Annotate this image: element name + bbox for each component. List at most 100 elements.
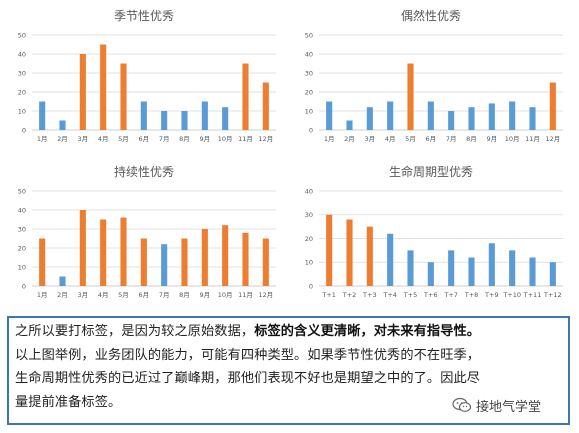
y-tick-label: 50	[18, 31, 26, 39]
chart-title: 持续性优秀	[114, 164, 174, 179]
chart-seasonal: 季节性优秀 0 10 20 30 40 50 1月 2月 3月 4月 5月 6月 7月 8月 9月 10月 11月…	[4, 2, 284, 152]
watermark: 接地气学堂	[452, 394, 541, 416]
x-tick-label: 12月	[258, 135, 273, 143]
y-tick-label: 20	[305, 88, 313, 96]
y-tick-label: 0	[309, 126, 313, 134]
x-tick-label: T+11	[523, 291, 542, 299]
x-tick-label: 4月	[98, 291, 109, 299]
y-tick-label: 40	[18, 206, 26, 214]
text-line-3: 生命周期性优秀的已近过了巅峰期，那他们表现不好也是期望之中的了。因此尽	[15, 371, 481, 386]
bar-8月	[181, 111, 188, 130]
x-tick-label: 6月	[139, 135, 150, 143]
x-tick-label: T+5	[403, 291, 418, 299]
x-tick-label: 10月	[218, 135, 233, 143]
x-tick-label: 3月	[78, 291, 89, 299]
bar-6月	[427, 101, 434, 130]
x-tick-label: 2月	[57, 135, 68, 143]
chart-svg: 持续性优秀 0 10 20 30 40 50 1月 2月 3月 4月 5月 6月 7月 8月 9月 10月 11月…	[18, 164, 276, 299]
bar-9月	[201, 101, 208, 130]
text-line-2: 以上图举例，业务团队的能力，可能有四种类型。如果季节性优秀的不在旺季，	[15, 347, 481, 363]
bar-11月	[242, 63, 249, 130]
y-tick-label: 10	[305, 259, 313, 267]
bar-12月	[262, 82, 269, 130]
x-tick-label: T+7	[443, 291, 458, 299]
bar-6月	[140, 238, 147, 286]
text-line-4: 量提前准备标签。	[15, 394, 122, 410]
x-tick-label: 10月	[505, 135, 520, 143]
y-tick-label: 30	[305, 69, 313, 77]
x-tick-label: T+10	[502, 291, 521, 299]
chart-svg: 季节性优秀 0 10 20 30 40 50 1月 2月 3月 4月 5月 6月 7月 8月 9月 10月 11月…	[18, 9, 276, 143]
bar-10月	[222, 225, 229, 286]
x-tick-label: T+9	[484, 291, 499, 299]
x-tick-label: 11月	[238, 135, 253, 143]
y-tick-label: 30	[18, 225, 26, 233]
text-line-1: 之所以要打标签，是因为较之原始数据，标签的含义更清晰，对未来有指导性。	[15, 320, 562, 344]
x-tick-label: 9月	[487, 135, 498, 143]
bar-2月	[346, 120, 353, 130]
bar-2月	[59, 276, 66, 286]
bar-T+5	[407, 250, 414, 286]
x-tick-label: 11月	[238, 291, 253, 299]
x-tick-label: 1月	[37, 135, 48, 143]
chart-occasional: 偶然性优秀 0 10 20 30 40 50 1月 2月 3月 4月 5月 6月 7月 8月 9月 10月 11月…	[291, 2, 571, 152]
bar-7月	[161, 244, 168, 286]
bar-1月	[326, 101, 333, 130]
x-tick-label: 4月	[98, 135, 109, 143]
x-tick-label: T+1	[321, 291, 336, 299]
bar-10月	[222, 107, 229, 130]
y-tick-label: 20	[305, 235, 313, 243]
x-tick-label: 7月	[159, 291, 170, 299]
x-tick-label: T+4	[382, 291, 397, 299]
x-tick-label: 3月	[365, 135, 376, 143]
y-tick-label: 40	[305, 50, 313, 58]
y-tick-label: 30	[305, 211, 313, 219]
bar-1月	[39, 101, 46, 130]
x-tick-label: 12月	[258, 291, 273, 299]
x-tick-label: 5月	[405, 135, 416, 143]
y-tick-label: 50	[18, 187, 26, 195]
x-tick-label: 3月	[78, 135, 89, 143]
chart-title: 偶然性优秀	[401, 8, 461, 23]
y-tick-label: 0	[309, 282, 313, 290]
chart-svg: 生命周期型优秀 0 10 20 30 40 T+1 T+2 T+3 T+4 T+5 T+6 T+7 T+8…	[305, 164, 563, 299]
bar-9月	[201, 229, 208, 286]
explanation-box: 之所以要打标签，是因为较之原始数据，标签的含义更清晰，对未来有指导性。 以上图举…	[7, 316, 570, 425]
bar-5月	[407, 63, 414, 130]
y-tick-label: 50	[305, 31, 313, 39]
bar-3月	[79, 210, 86, 286]
bar-T+1	[326, 214, 333, 286]
bar-T+4	[387, 233, 394, 286]
x-tick-label: T+6	[423, 291, 438, 299]
bar-T+6	[427, 262, 434, 286]
wechat-icon	[452, 397, 472, 412]
bar-6月	[140, 101, 147, 130]
chart-continuous: 持续性优秀 0 10 20 30 40 50 1月 2月 3月 4月 5月 6月 7月 8月 9月 10月 11月…	[4, 158, 284, 308]
text-line-1-plain: 之所以要打标签，是因为较之原始数据，	[15, 324, 255, 339]
x-tick-label: 6月	[426, 135, 437, 143]
y-tick-label: 20	[18, 244, 26, 252]
x-tick-label: 5月	[118, 291, 129, 299]
y-tick-label: 30	[18, 69, 26, 77]
bar-7月	[448, 111, 455, 130]
y-tick-label: 10	[18, 263, 26, 271]
chart-lifecycle: 生命周期型优秀 0 10 20 30 40 T+1 T+2 T+3 T+4 T+5 T+6 T+7 T+8…	[291, 158, 571, 308]
bar-T+11	[529, 257, 536, 286]
x-tick-label: 2月	[344, 135, 355, 143]
bar-4月	[100, 219, 107, 286]
bar-4月	[100, 44, 107, 130]
bar-T+8	[468, 257, 475, 286]
bar-9月	[488, 103, 495, 130]
bar-12月	[549, 82, 556, 130]
text-line-1-bold: 标签的含义更清晰，对未来有指导性。	[254, 324, 481, 339]
bar-11月	[529, 107, 536, 130]
y-tick-label: 0	[22, 282, 26, 290]
x-tick-label: T+8	[464, 291, 479, 299]
x-tick-label: 11月	[525, 135, 540, 143]
chart-title: 季节性优秀	[114, 9, 174, 23]
y-tick-label: 20	[18, 88, 26, 96]
bar-T+12	[549, 262, 556, 286]
x-tick-label: 8月	[466, 135, 477, 143]
bar-8月	[181, 238, 188, 286]
bar-5月	[120, 217, 127, 286]
